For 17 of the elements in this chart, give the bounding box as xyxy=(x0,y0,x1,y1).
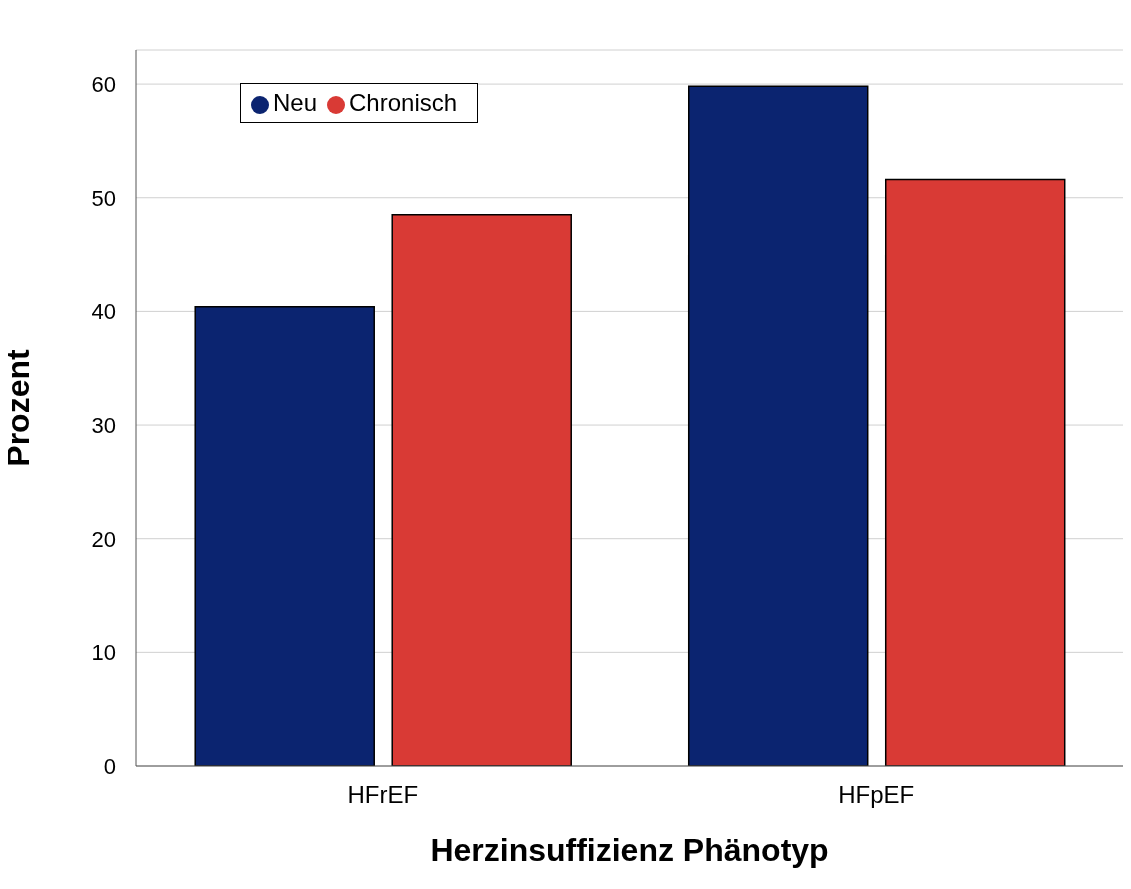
bar xyxy=(391,214,572,766)
x-axis-title: Herzinsuffizienz Phänotyp xyxy=(430,832,829,868)
y-tick-label: 50 xyxy=(91,185,116,211)
y-tick-label: 10 xyxy=(91,640,116,666)
x-tick-label: HFrEF xyxy=(347,781,419,809)
bar xyxy=(687,85,869,766)
y-tick-label: 20 xyxy=(91,526,116,552)
y-tick-label: 60 xyxy=(91,71,116,97)
x-tick-label: HFpEF xyxy=(838,781,915,809)
bar xyxy=(194,306,375,766)
y-tick-label: 30 xyxy=(91,412,116,438)
y-tick-label: 0 xyxy=(103,753,116,779)
y-axis-title: Prozent xyxy=(0,348,37,467)
legend-label: Chronisch xyxy=(349,89,458,116)
bar xyxy=(884,178,1066,766)
legend-label: Neu xyxy=(273,89,318,116)
y-tick-label: 40 xyxy=(91,299,116,325)
